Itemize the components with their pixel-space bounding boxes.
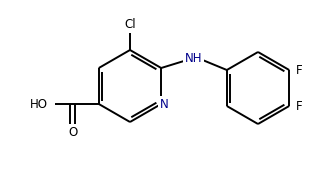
Text: O: O [68,125,78,139]
Text: NH: NH [184,52,202,64]
Text: Cl: Cl [124,18,136,32]
Text: F: F [296,99,302,112]
Text: F: F [296,64,302,77]
Text: HO: HO [30,98,48,111]
Text: N: N [160,98,169,111]
